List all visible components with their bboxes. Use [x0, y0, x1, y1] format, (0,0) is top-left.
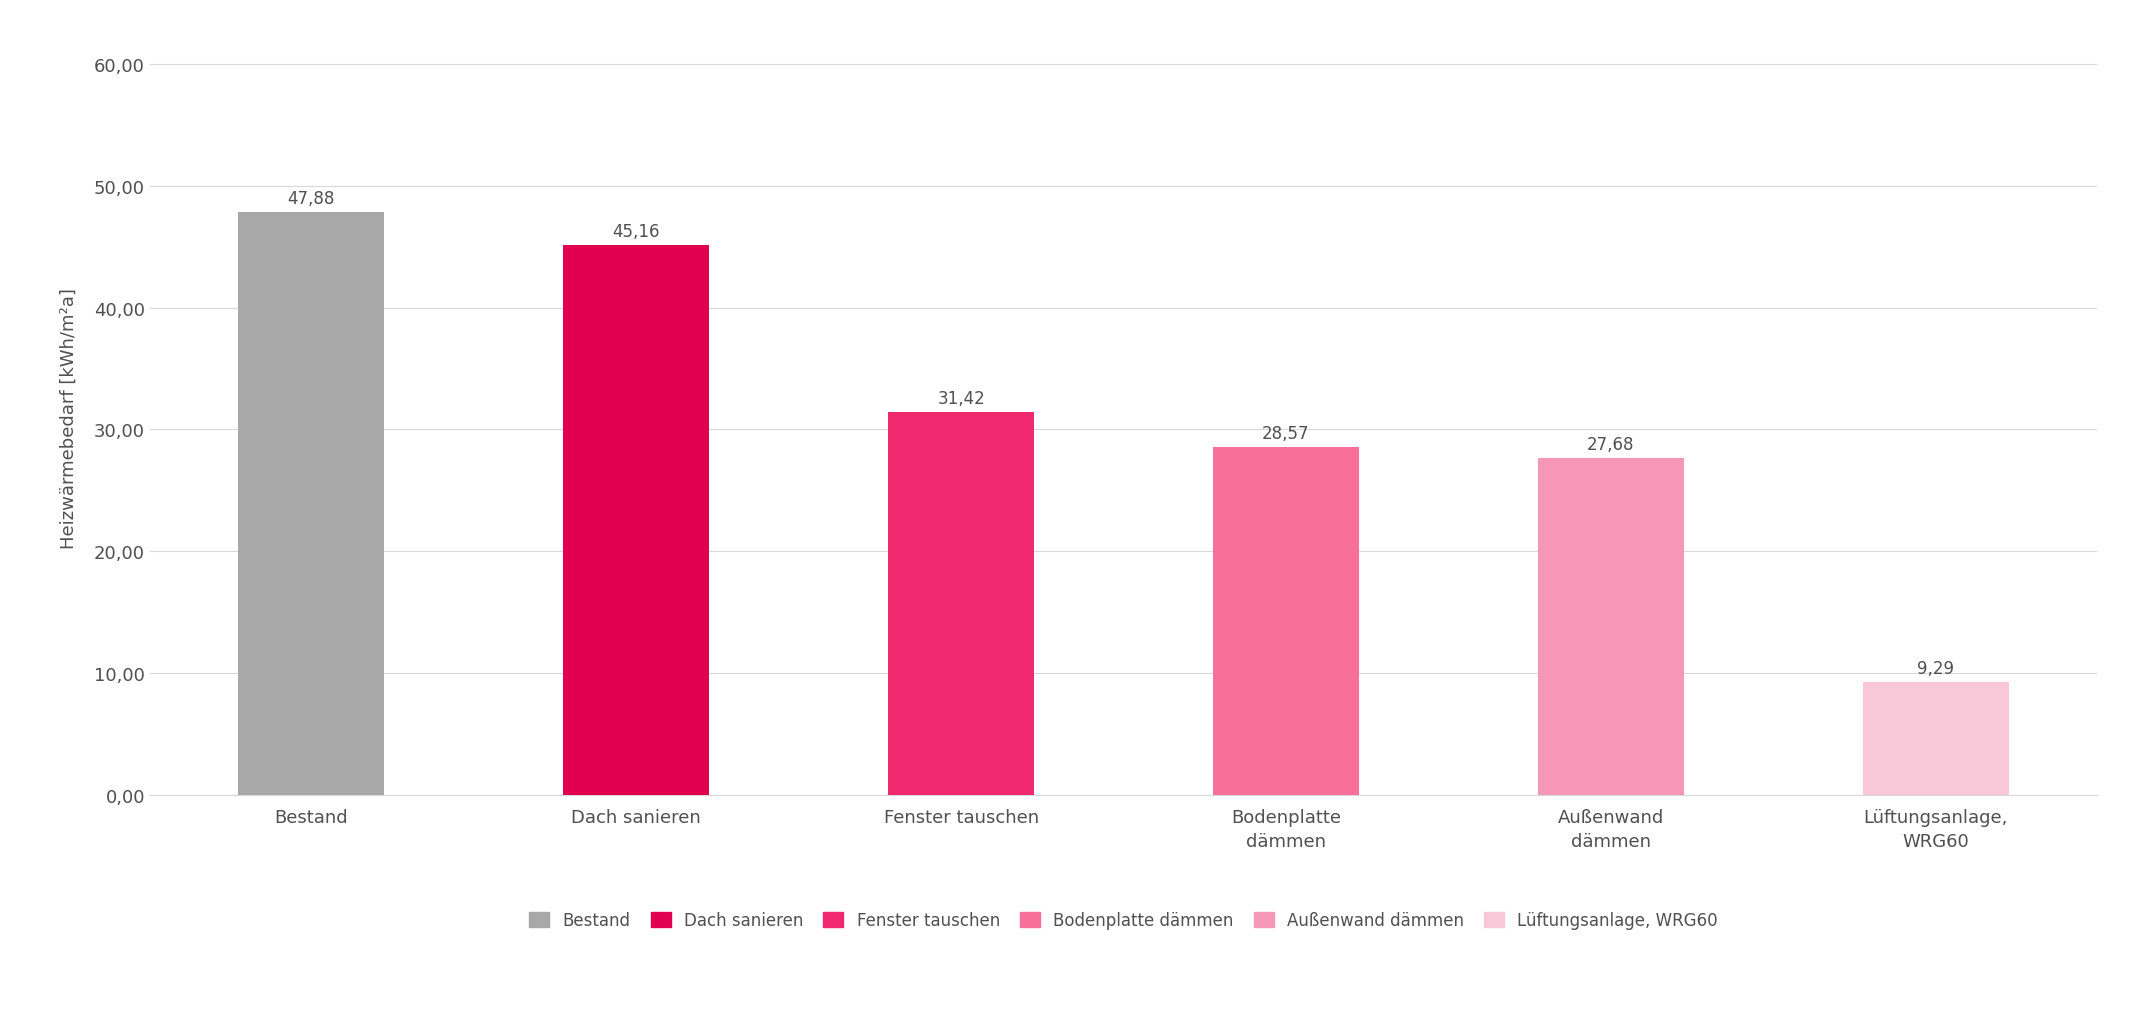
Text: 9,29: 9,29: [1917, 659, 1954, 677]
Text: 47,88: 47,88: [287, 190, 336, 208]
Bar: [1862, 682, 2009, 795]
Bar: [238, 213, 385, 795]
Bar: [888, 413, 1034, 795]
Text: 31,42: 31,42: [937, 390, 984, 408]
Text: 45,16: 45,16: [612, 223, 659, 240]
Bar: [1539, 459, 1684, 795]
Text: 27,68: 27,68: [1588, 435, 1635, 453]
Bar: [563, 246, 708, 795]
Legend: Bestand, Dach sanieren, Fenster tauschen, Bodenplatte dämmen, Außenwand dämmen, : Bestand, Dach sanieren, Fenster tauschen…: [520, 903, 1727, 937]
Y-axis label: Heizwärmebedarf [kWh/m²a]: Heizwärmebedarf [kWh/m²a]: [60, 287, 77, 548]
Bar: [1213, 447, 1359, 795]
Text: 28,57: 28,57: [1263, 425, 1310, 442]
